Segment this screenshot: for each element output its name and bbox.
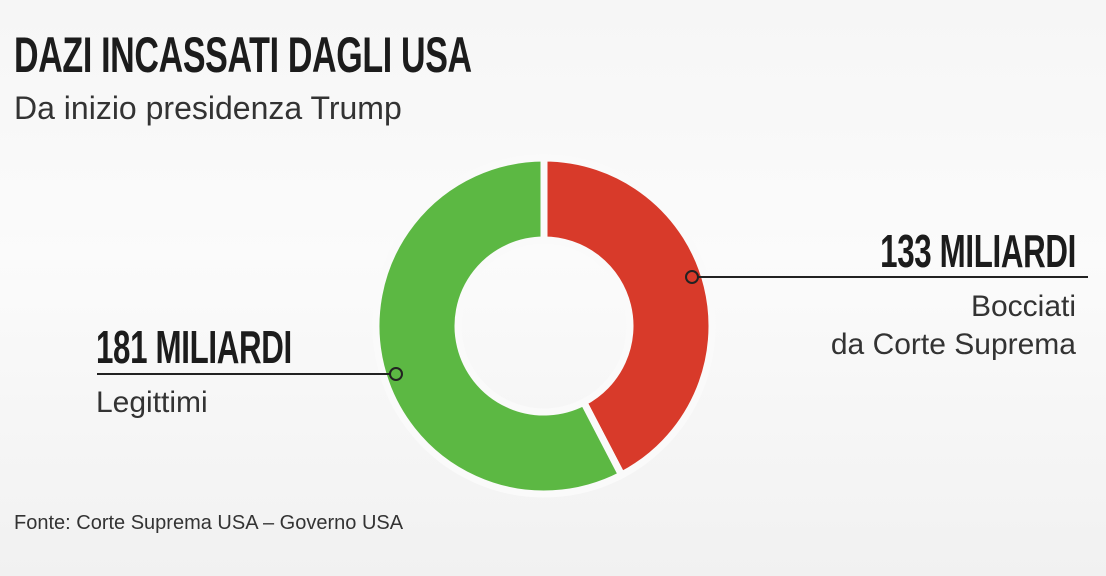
wedge: [372, 154, 627, 498]
connector-dot: [389, 367, 403, 381]
value-label: 133 MILIARDI: [880, 225, 1076, 277]
chart-title: DAZI INCASSATI DAGLI USA: [14, 27, 472, 83]
wedge: [540, 154, 716, 480]
connector-dot: [685, 270, 699, 284]
category-label: Bocciati da Corte Suprema: [830, 290, 1076, 361]
value-label: 181 MILIARDI: [96, 321, 292, 373]
category-label: Legittimi: [96, 386, 208, 419]
chart-subtitle: Da inizio presidenza Trump: [14, 90, 402, 126]
source-note: Fonte: Corte Suprema USA – Governo USA: [14, 512, 404, 534]
